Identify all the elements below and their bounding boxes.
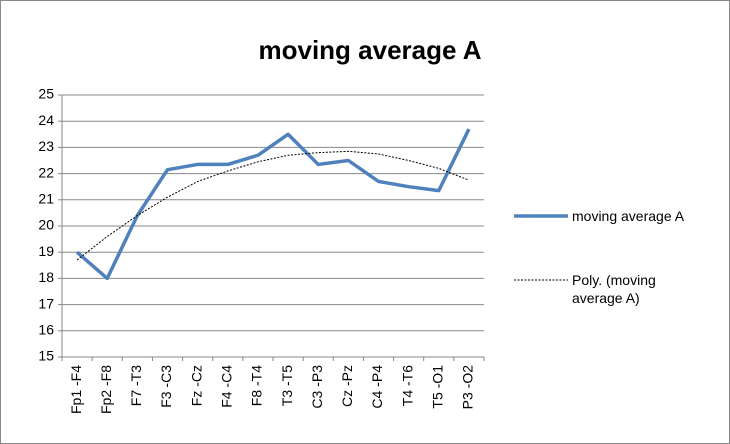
y-tick-label: 23 — [38, 138, 54, 154]
y-tick-label: 16 — [38, 322, 54, 338]
x-tick-label: T4 -T6 — [399, 365, 415, 406]
x-tick-label: F7 -T3 — [128, 365, 144, 406]
legend-label: moving average A — [572, 208, 685, 224]
x-tick-label: Cz -Pz — [339, 365, 355, 407]
y-tick-label: 15 — [38, 348, 54, 364]
x-tick-label: T3 -T5 — [279, 365, 295, 406]
x-tick-label: F8 -T4 — [249, 365, 265, 406]
trend-line — [76, 150, 470, 261]
x-tick-label: F4 -C4 — [218, 365, 234, 408]
y-tick-label: 19 — [38, 243, 54, 259]
y-tick-label: 20 — [38, 217, 54, 233]
y-tick-label: 21 — [38, 191, 54, 207]
x-tick-label: C3 -P3 — [309, 365, 325, 409]
x-tick-label: Fp2 -F8 — [98, 365, 114, 414]
y-tick-label: 25 — [38, 86, 54, 102]
y-tick-label: 22 — [38, 164, 54, 180]
x-tick-label: F3 -C3 — [158, 365, 174, 408]
x-tick-label: P3 -O2 — [460, 365, 476, 410]
legend-label: Poly. (moving average A) — [572, 272, 656, 306]
x-tick-label: Fp1 -F4 — [68, 365, 84, 414]
x-tick-label: C4 -P4 — [369, 365, 385, 409]
y-tick-label: 24 — [38, 112, 54, 128]
y-tick-label: 17 — [38, 295, 54, 311]
x-tick-label: T5 -O1 — [429, 365, 445, 409]
chart-title: moving average A — [258, 35, 481, 65]
y-tick-label: 18 — [38, 269, 54, 285]
x-tick-label: Fz -Cz — [188, 365, 204, 406]
data-line — [75, 128, 471, 281]
